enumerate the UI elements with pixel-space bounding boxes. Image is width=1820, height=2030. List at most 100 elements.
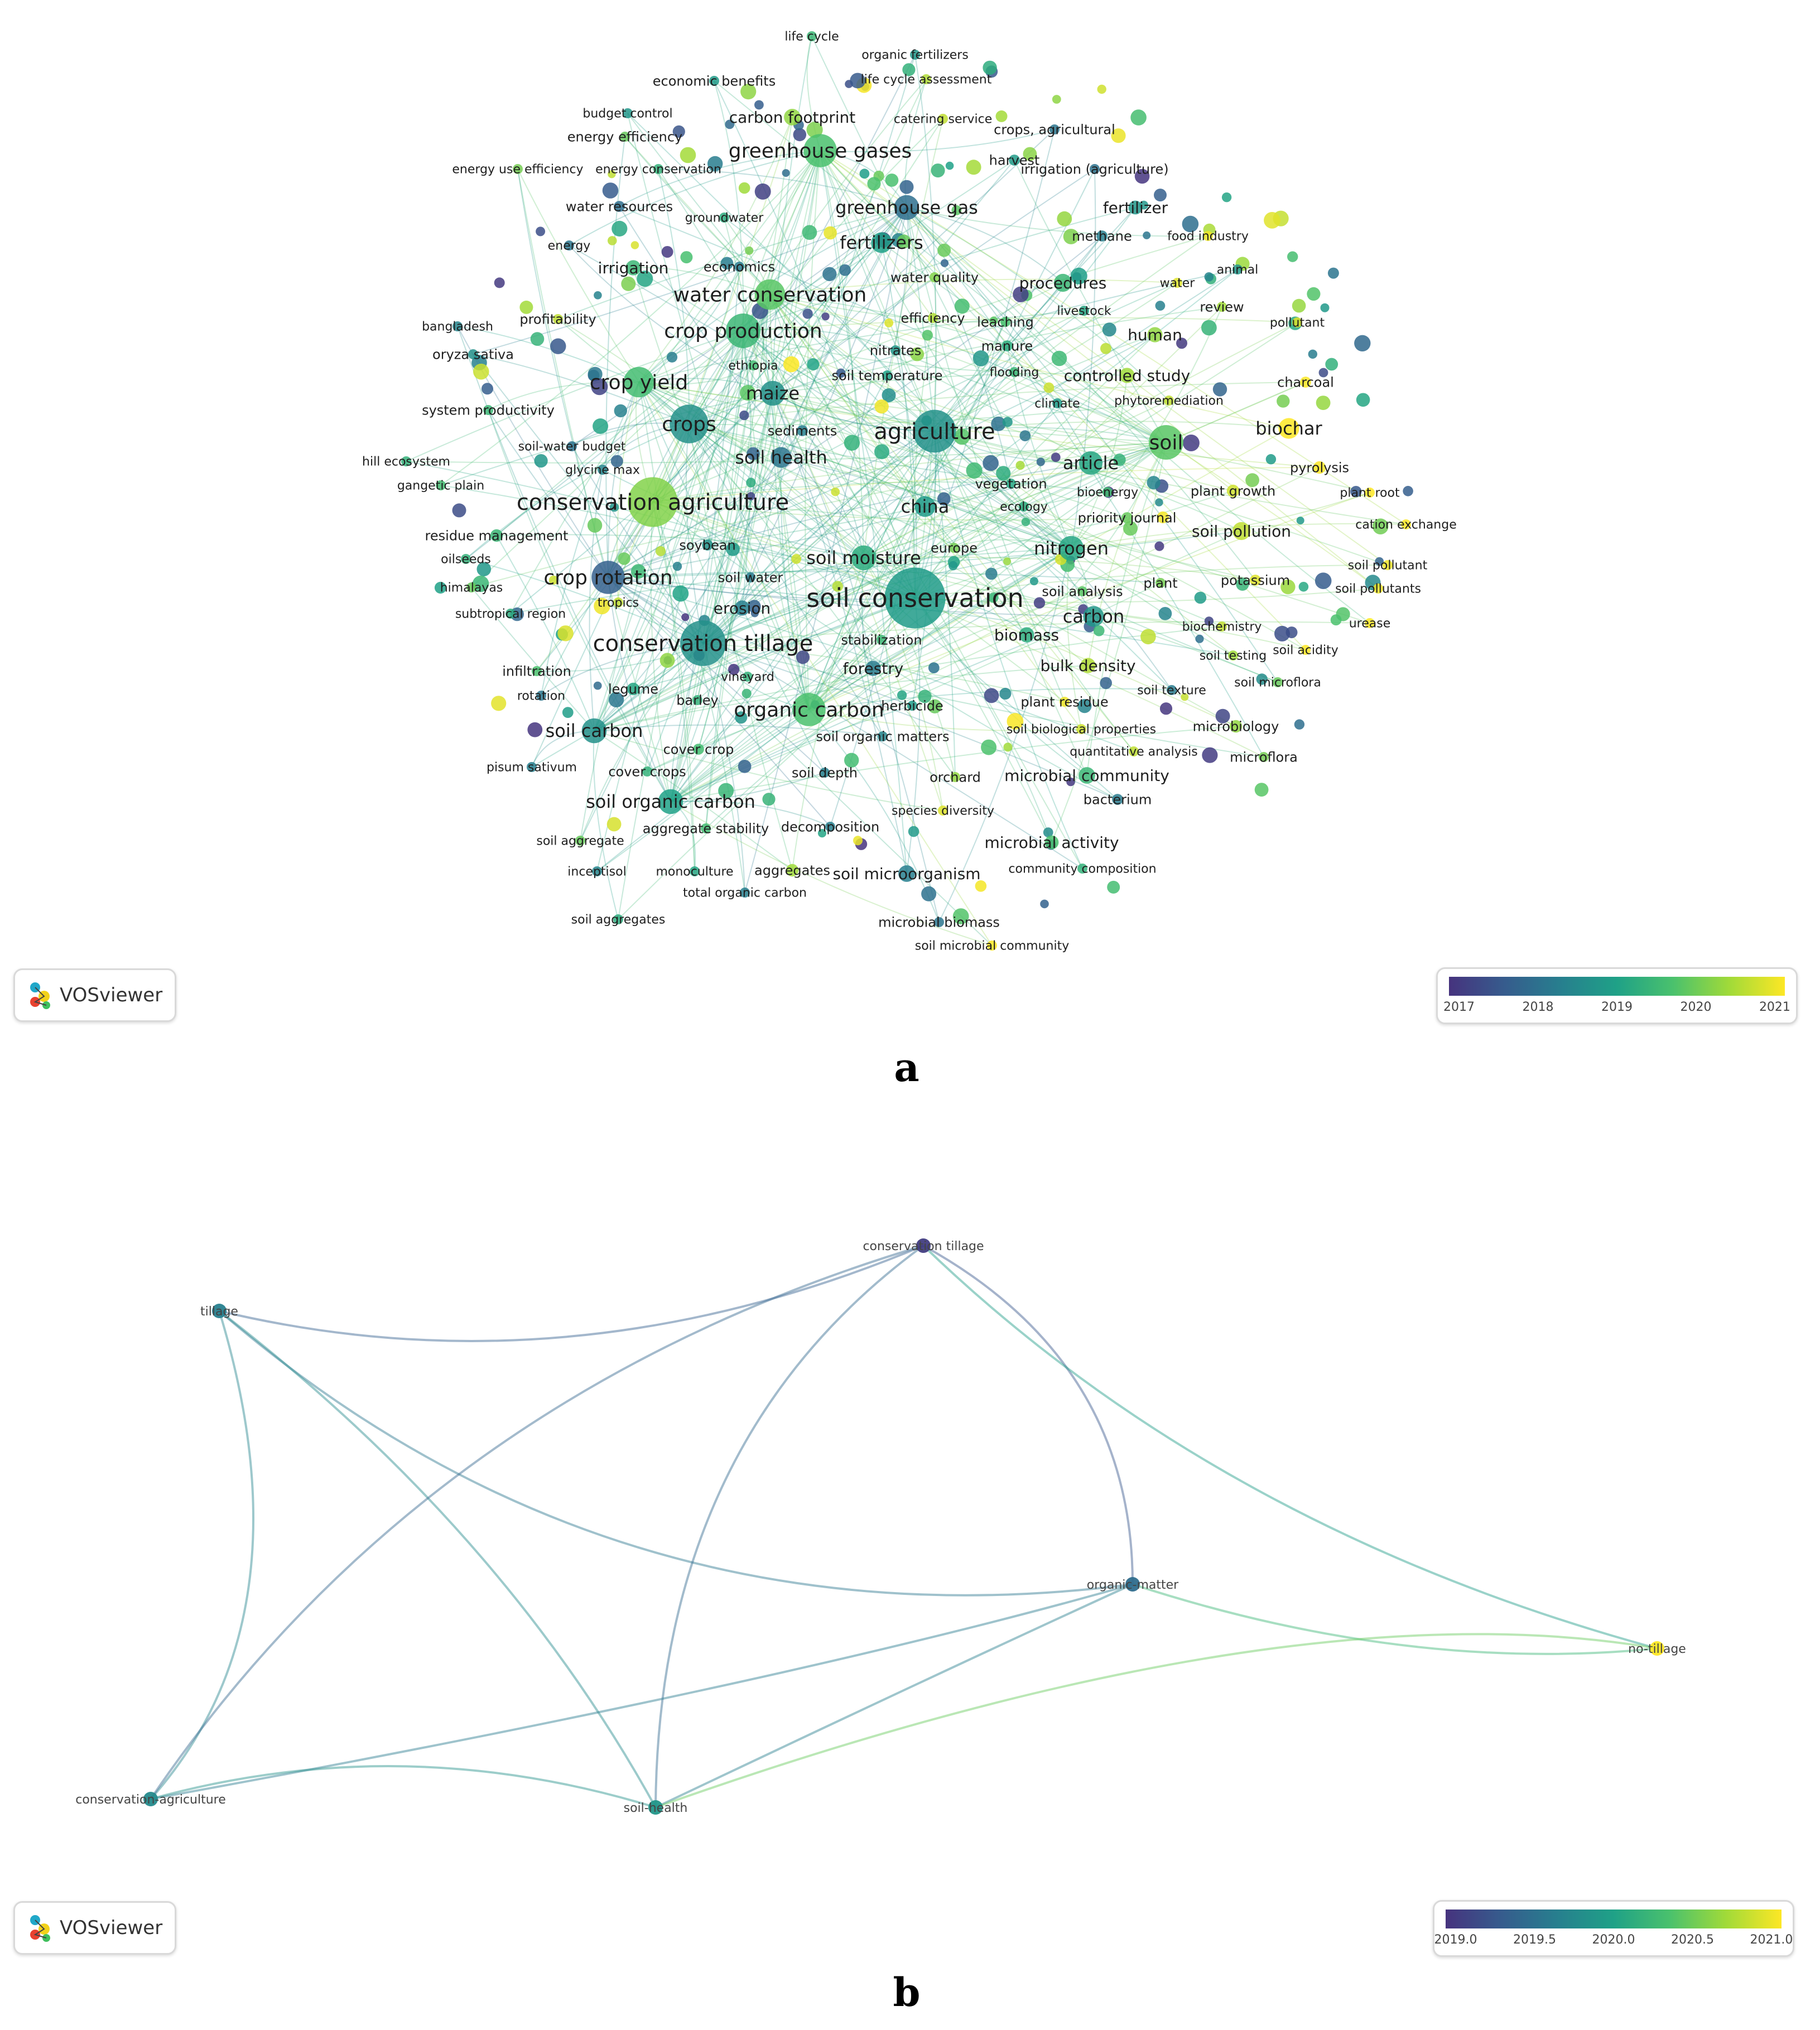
keyword-node: [1019, 627, 1034, 643]
edge: [702, 483, 1012, 644]
keyword-node-unlabeled: [1254, 783, 1269, 797]
keyword-node: [143, 1792, 158, 1806]
keyword-label: biomass: [994, 626, 1059, 644]
keyword-node-unlabeled: [1350, 486, 1362, 498]
panel-caption-b: b: [893, 1969, 921, 2015]
keyword-node: [797, 425, 808, 436]
keyword-label: maize: [746, 383, 800, 404]
edge: [218, 1310, 657, 1808]
keyword-node-unlabeled: [796, 650, 810, 664]
keyword-label: life cycle assessment: [861, 73, 992, 87]
keyword-node-unlabeled: [853, 836, 863, 846]
legend-tick: 2019.5: [1513, 1933, 1557, 1947]
keyword-node-unlabeled: [726, 542, 740, 556]
edge: [670, 726, 1236, 802]
keyword-node-unlabeled: [1051, 452, 1061, 462]
keyword-label: stabilization: [841, 632, 922, 648]
edge: [744, 207, 907, 893]
edge: [934, 431, 1094, 617]
keyword-node: [1128, 200, 1143, 215]
keyword-node-unlabeled: [750, 609, 759, 618]
edge: [596, 548, 1072, 872]
keyword-label: soil organic matters: [816, 729, 950, 744]
keyword-node-unlabeled: [995, 110, 1008, 122]
keyword-label: leaching: [977, 314, 1034, 330]
edge: [473, 354, 690, 425]
keyword-label: plant: [1143, 575, 1177, 591]
edge: [724, 217, 935, 432]
edge: [743, 330, 1089, 666]
keyword-node-unlabeled: [937, 492, 951, 506]
keyword-node-unlabeled: [1154, 189, 1167, 202]
edge: [698, 393, 773, 750]
edge: [906, 207, 1108, 493]
edge: [658, 168, 864, 558]
edge: [934, 235, 1102, 432]
keyword-node: [1009, 367, 1019, 377]
edge: [923, 1245, 1134, 1585]
keyword-node-unlabeled: [591, 378, 608, 396]
keyword-label: crops: [662, 413, 716, 436]
keyword-node: [212, 1304, 227, 1318]
keyword-node: [1650, 1641, 1664, 1656]
edge: [652, 310, 1085, 503]
keyword-label: oryza sativa: [432, 346, 514, 362]
edge: [670, 772, 825, 803]
edge: [808, 345, 1008, 710]
keyword-label: conservation-agriculture: [75, 1793, 226, 1807]
edge: [594, 730, 793, 871]
keyword-label: glycine max: [565, 464, 640, 478]
edge: [593, 730, 619, 920]
keyword-node-unlabeled: [476, 562, 492, 577]
cooccurrence-network-a: life cycle organic fertilizers life cycle …: [362, 30, 1457, 953]
keyword-node: [648, 1800, 663, 1815]
keyword-node-unlabeled: [802, 308, 813, 319]
edge: [541, 382, 639, 696]
keyword-label: irrigation: [598, 259, 669, 277]
keyword-node-unlabeled: [747, 492, 755, 500]
edge: [496, 330, 744, 536]
edge: [906, 207, 1370, 624]
keyword-node: [1149, 425, 1183, 460]
vosviewer-badge-b[interactable]: VOSviewer: [13, 1901, 177, 1955]
edge: [861, 557, 883, 737]
edge: [650, 502, 671, 802]
keyword-node-unlabeled: [1320, 303, 1330, 312]
keyword-node-unlabeled: [747, 447, 760, 460]
edge: [820, 129, 1055, 153]
edge: [702, 79, 927, 644]
keyword-node: [754, 279, 786, 310]
keyword-node-unlabeled: [1330, 614, 1342, 626]
keyword-node-unlabeled: [1194, 591, 1207, 604]
keyword-label: nitrogen: [1034, 538, 1109, 559]
keyword-label: procedures: [1019, 274, 1107, 292]
keyword-node: [890, 345, 901, 355]
edge: [769, 278, 1178, 295]
legend-tick: 2020.0: [1592, 1933, 1635, 1947]
edge: [702, 643, 1264, 758]
keyword-label: cover crop: [663, 741, 734, 757]
keyword-node: [1119, 368, 1135, 383]
keyword-node-unlabeled: [1051, 350, 1067, 367]
keyword-label: nitrates: [870, 343, 922, 358]
vosviewer-badge-a[interactable]: VOSviewer: [13, 968, 177, 1022]
keyword-node: [907, 701, 917, 711]
keyword-node-unlabeled: [989, 316, 998, 325]
edge: [670, 616, 1094, 802]
keyword-label: oilseeds: [441, 553, 491, 567]
keyword-node: [1080, 658, 1096, 673]
edge: [743, 160, 1015, 331]
keyword-label: manure: [981, 338, 1033, 354]
keyword-node: [1121, 512, 1133, 523]
keyword-node-unlabeled: [802, 225, 817, 240]
edge: [912, 317, 933, 599]
keyword-label: flooding: [990, 366, 1039, 380]
edge: [594, 597, 916, 731]
keyword-node-unlabeled: [681, 613, 690, 621]
keyword-node: [628, 477, 678, 527]
keyword-label: subtropical region: [455, 607, 566, 621]
keyword-node: [740, 888, 750, 898]
edge: [541, 502, 653, 696]
keyword-label: microbial community: [1004, 766, 1169, 785]
edge: [769, 294, 935, 432]
